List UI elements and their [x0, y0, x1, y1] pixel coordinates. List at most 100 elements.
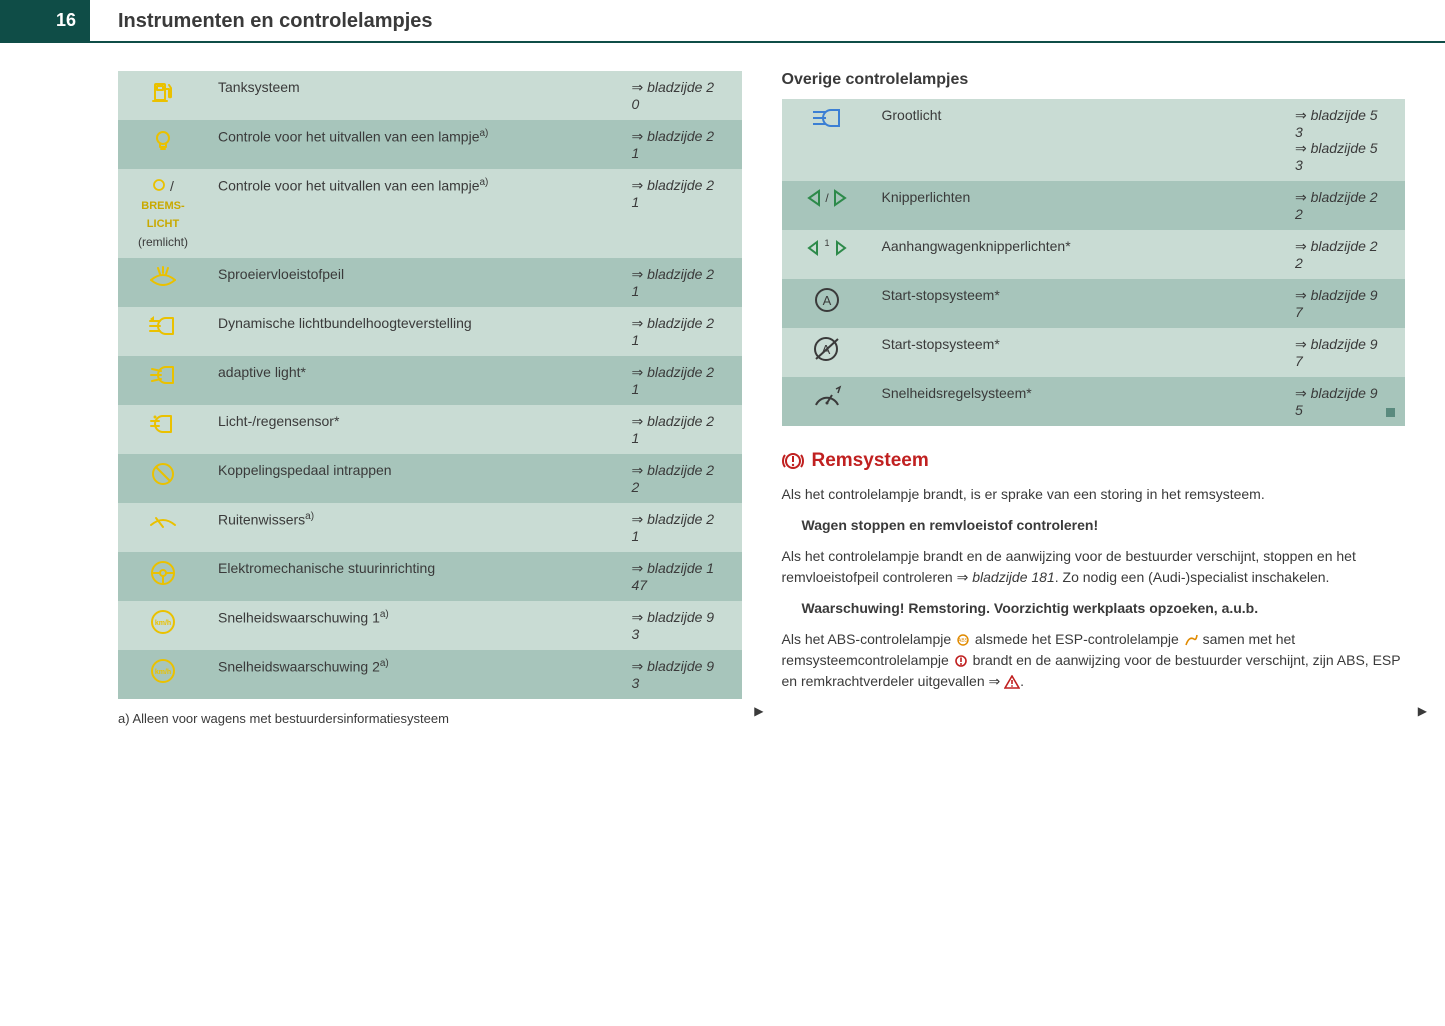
lamp-desc: Controle voor het uitvallen van een lamp… — [208, 120, 622, 169]
esp-inline-icon — [1183, 633, 1199, 647]
warning-lamps-table-left: Tanksysteem⇒ bladzijde 20Controle voor h… — [118, 71, 742, 699]
lamp-ref: ⇒ bladzijde 97 — [1285, 279, 1405, 328]
lamp-ref: ⇒ bladzijde 53⇒ bladzijde 53 — [1285, 99, 1405, 181]
lamp-desc: Knipperlichten — [872, 181, 1286, 230]
para-2c: . Zo nodig een (Audi-)specialist inschak… — [1055, 569, 1330, 585]
lamp-icon-cell — [118, 405, 208, 454]
para-1: Als het controlelampje brandt, is er spr… — [782, 484, 1406, 505]
lamp-icon-cell: km/h — [118, 601, 208, 650]
lamp-desc: Elektromechanische stuurinrichting — [208, 552, 622, 601]
lamp-icon-cell — [118, 71, 208, 120]
lamp-desc: Start-stopsysteem* — [872, 279, 1286, 328]
svg-text:ABS: ABS — [958, 638, 969, 644]
lamp-desc: Tanksysteem — [208, 71, 622, 120]
para-2: Als het controlelampje brandt en de aanw… — [782, 546, 1406, 588]
footnote: a) Alleen voor wagens met bestuurdersinf… — [118, 711, 742, 726]
table-row: Koppelingspedaal intrappen⇒ bladzijde 22 — [118, 454, 742, 503]
lamp-ref: ⇒ bladzijde 22 — [622, 454, 742, 503]
para-3a: Als het ABS-controlelampje — [782, 631, 956, 647]
table-row: Tanksysteem⇒ bladzijde 20 — [118, 71, 742, 120]
lamp-desc: Snelheidsregelsysteem* — [872, 377, 1286, 426]
lamp-desc: Aanhangwagenknipperlichten* — [872, 230, 1286, 279]
left-column: Tanksysteem⇒ bladzijde 20Controle voor h… — [118, 71, 742, 726]
right-column: Overige controlelampjes Grootlicht⇒ blad… — [782, 71, 1406, 726]
lamp-icon-cell: km/h — [118, 650, 208, 699]
lamp-desc: Grootlicht — [872, 99, 1286, 181]
svg-text:/: / — [825, 191, 829, 205]
lamp-desc: Snelheidswaarschuwing 2a) — [208, 650, 622, 699]
section-title-text: Remsysteem — [812, 450, 929, 472]
brake-warning-icon — [782, 450, 804, 472]
table-row: adaptive light*⇒ bladzijde 21 — [118, 356, 742, 405]
lamp-ref: ⇒ bladzijde 21 — [622, 258, 742, 307]
lamp-ref: ⇒ bladzijde 95 — [1285, 377, 1405, 426]
lamp-desc: Dynamische lichtbundelhoogteverstelling — [208, 307, 622, 356]
lamp-ref: ⇒ bladzijde 21 — [622, 307, 742, 356]
lamp-icon-cell: 1 — [782, 230, 872, 279]
end-marker — [1386, 408, 1395, 417]
table-row: Licht-/regensensor*⇒ bladzijde 21 — [118, 405, 742, 454]
lamp-icon-cell — [118, 552, 208, 601]
abs-inline-icon: ABS — [955, 634, 971, 646]
content: Tanksysteem⇒ bladzijde 20Controle voor h… — [0, 71, 1445, 726]
warn-1: Wagen stoppen en remvloeistof controlere… — [782, 515, 1406, 536]
table-row: Elektromechanische stuurinrichting⇒ blad… — [118, 552, 742, 601]
warning-lamps-table-right: Grootlicht⇒ bladzijde 53⇒ bladzijde 53 / K… — [782, 99, 1406, 426]
lamp-icon-cell — [118, 307, 208, 356]
lamp-desc: Koppelingspedaal intrappen — [208, 454, 622, 503]
lamp-icon-cell: / — [782, 181, 872, 230]
para-3e: . — [1020, 673, 1024, 689]
lamp-icon-cell — [118, 503, 208, 552]
table-row: Snelheidsregelsysteem*⇒ bladzijde 95 — [782, 377, 1406, 426]
table-row: 1 Aanhangwagenknipperlichten*⇒ bladzijde … — [782, 230, 1406, 279]
lamp-ref: ⇒ bladzijde 21 — [622, 503, 742, 552]
lamp-icon-cell — [118, 258, 208, 307]
para-3b: alsmede het ESP-controlelampje — [975, 631, 1183, 647]
lamp-ref: ⇒ bladzijde 22 — [1285, 181, 1405, 230]
lamp-desc: adaptive light* — [208, 356, 622, 405]
continuation-marker: ▶ — [754, 704, 763, 718]
lamp-ref: ⇒ bladzijde 21 — [622, 405, 742, 454]
section-title-remsysteem: Remsysteem — [782, 450, 1406, 472]
para-3: Als het ABS-controlelampje ABS alsmede h… — [782, 629, 1406, 692]
lamp-icon-cell — [118, 120, 208, 169]
lamp-desc: Start-stopsysteem* — [872, 328, 1286, 377]
lamp-desc: Ruitenwissersa) — [208, 503, 622, 552]
table-row: AStart-stopsysteem*⇒ bladzijde 97 — [782, 328, 1406, 377]
lamp-ref: ⇒ bladzijde 22 — [1285, 230, 1405, 279]
lamp-ref: ⇒ bladzijde 21 — [622, 120, 742, 169]
lamp-icon-cell: A — [782, 279, 872, 328]
brake-inline-icon — [953, 654, 969, 668]
lamp-ref: ⇒ bladzijde 93 — [622, 601, 742, 650]
lamp-icon-cell: /BREMS-LICHT(remlicht) — [118, 169, 208, 258]
svg-text:A: A — [822, 293, 831, 308]
page-header: 16 Instrumenten en controlelampjes — [0, 0, 1445, 43]
lamp-desc: Snelheidswaarschuwing 1a) — [208, 601, 622, 650]
lamp-icon-cell — [118, 454, 208, 503]
table-row: Sproeiervloeistofpeil⇒ bladzijde 21 — [118, 258, 742, 307]
para-2b: bladzijde 181 — [972, 569, 1055, 585]
lamp-ref: ⇒ bladzijde 21 — [622, 169, 742, 258]
lamp-icon-cell: A — [782, 328, 872, 377]
svg-text:km/h: km/h — [155, 620, 171, 627]
lamp-desc: Licht-/regensensor* — [208, 405, 622, 454]
lamp-ref: ⇒ bladzijde 147 — [622, 552, 742, 601]
warning-triangle-icon — [1004, 675, 1020, 689]
page-title: Instrumenten en controlelampjes — [90, 0, 433, 41]
table-row: / Knipperlichten⇒ bladzijde 22 — [782, 181, 1406, 230]
page-number: 16 — [0, 0, 90, 41]
table-row: km/h Snelheidswaarschuwing 2a)⇒ bladzijde… — [118, 650, 742, 699]
lamp-desc: Controle voor het uitvallen van een lamp… — [208, 169, 622, 258]
svg-text:km/h: km/h — [155, 669, 171, 676]
lamp-desc: Sproeiervloeistofpeil — [208, 258, 622, 307]
lamp-ref: ⇒ bladzijde 21 — [622, 356, 742, 405]
svg-text:1: 1 — [824, 238, 829, 248]
section-body: Als het controlelampje brandt, is er spr… — [782, 484, 1406, 692]
lamp-ref: ⇒ bladzijde 20 — [622, 71, 742, 120]
lamp-ref: ⇒ bladzijde 93 — [622, 650, 742, 699]
table-row: km/h Snelheidswaarschuwing 1a)⇒ bladzijde… — [118, 601, 742, 650]
lamp-icon-cell — [118, 356, 208, 405]
table-row: /BREMS-LICHT(remlicht)Controle voor het … — [118, 169, 742, 258]
table-row: Controle voor het uitvallen van een lamp… — [118, 120, 742, 169]
lamp-ref: ⇒ bladzijde 97 — [1285, 328, 1405, 377]
